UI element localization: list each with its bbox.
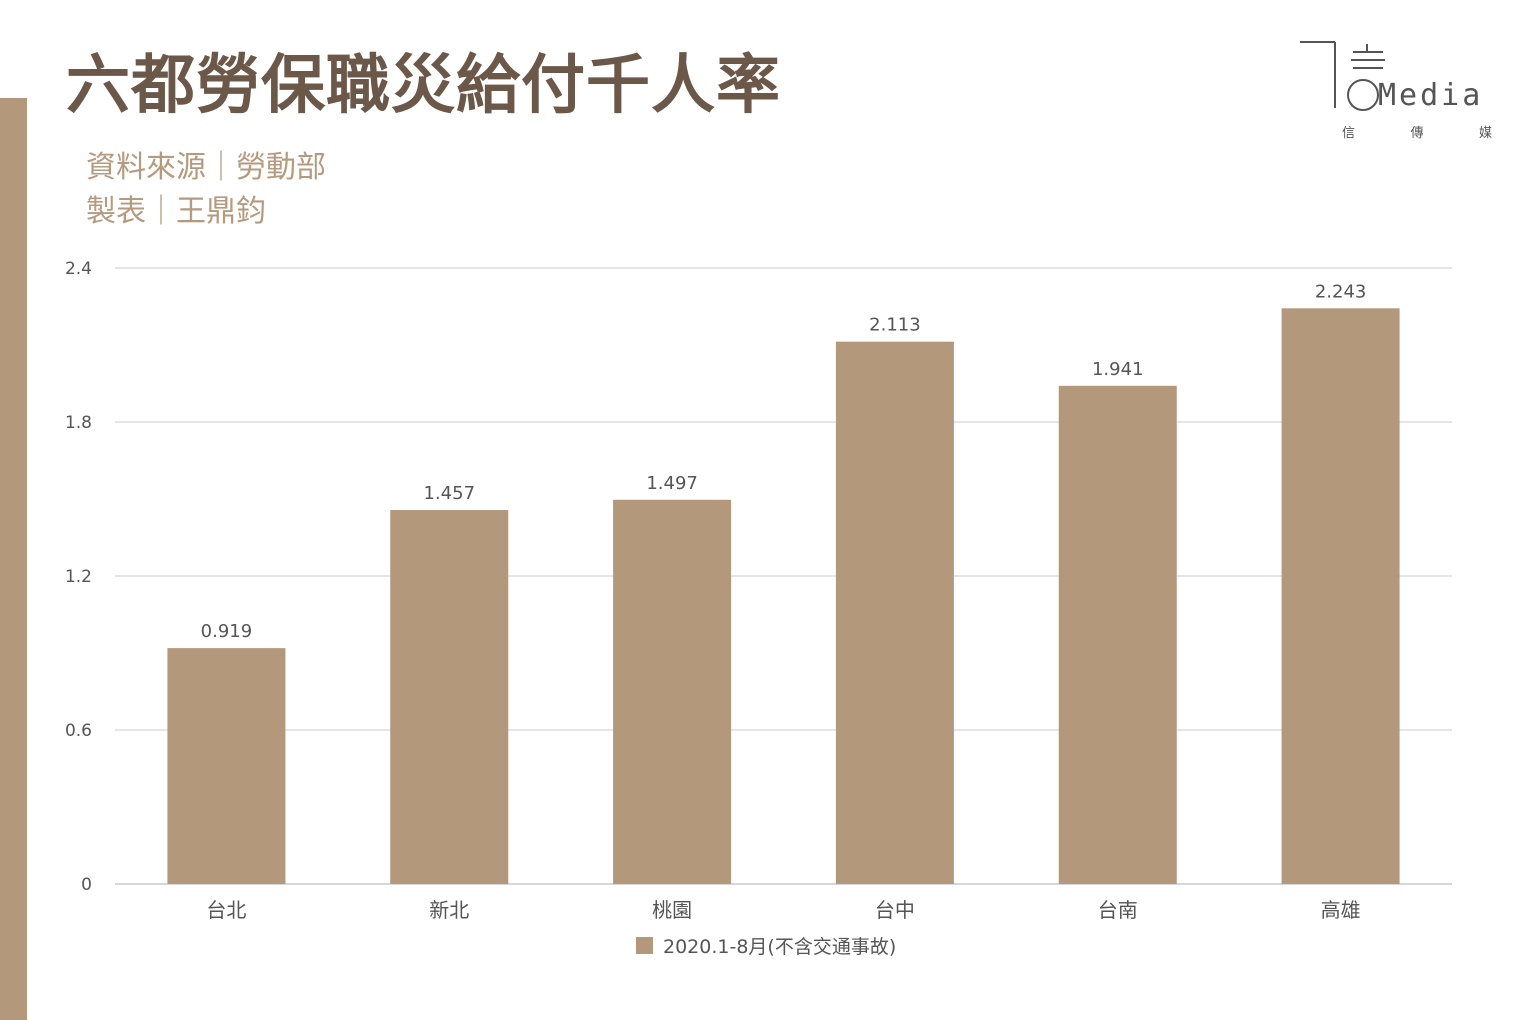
chart-title: 六都勞保職災給付千人率	[66, 49, 781, 123]
source-line: 資料來源｜勞動部	[86, 150, 326, 185]
bar	[1281, 308, 1400, 885]
logo-chinese-name: 信 傳 媒	[1342, 122, 1492, 141]
x-tick-label: 新北	[429, 898, 469, 922]
x-tick-label: 高雄	[1321, 898, 1361, 922]
bar	[613, 499, 732, 884]
x-tick-label: 台北	[206, 898, 246, 922]
logo-char: 傳	[1410, 126, 1424, 141]
x-tick-label: 桃園	[652, 898, 692, 922]
y-tick-label: 0	[81, 875, 92, 895]
data-label: 1.941	[1092, 359, 1144, 380]
logo-char: 信	[1342, 126, 1356, 141]
x-tick-label: 台中	[875, 898, 915, 922]
decorative-side-bar	[0, 98, 27, 1020]
chart-legend: 2020.1-8月(不含交通事故)	[636, 932, 896, 959]
data-label: 1.497	[646, 473, 698, 494]
y-tick-label: 1.8	[65, 413, 92, 433]
y-tick-label: 2.4	[65, 259, 92, 279]
y-tick-label: 0.6	[65, 721, 92, 741]
bar	[390, 510, 509, 884]
bar	[1058, 385, 1177, 884]
logo-char: 媒	[1478, 126, 1492, 141]
legend-swatch	[636, 937, 653, 954]
data-label: 1.457	[423, 483, 475, 504]
y-tick-label: 1.2	[65, 567, 92, 587]
author-line: 製表｜王鼎鈞	[86, 194, 266, 229]
data-label: 2.243	[1315, 281, 1367, 302]
data-label: 0.919	[201, 621, 253, 642]
bar	[167, 648, 286, 884]
media-logo	[1300, 41, 1385, 111]
bar	[835, 341, 954, 884]
x-tick-label: 台南	[1098, 898, 1138, 922]
logo-wordmark: Media	[1378, 78, 1484, 113]
legend-label: 2020.1-8月(不含交通事故)	[663, 936, 897, 958]
data-label: 2.113	[869, 315, 921, 336]
